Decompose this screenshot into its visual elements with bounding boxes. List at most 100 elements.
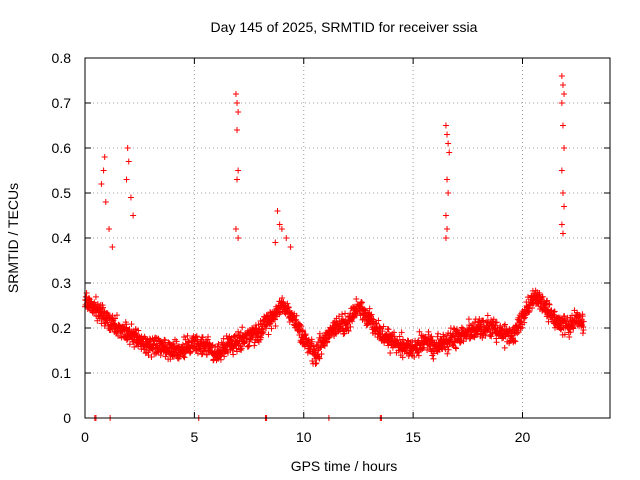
data-point	[561, 331, 568, 338]
y-tick-label: 0.1	[52, 365, 72, 381]
data-point	[217, 356, 224, 363]
y-tick-label: 0	[63, 410, 71, 426]
data-point	[558, 73, 565, 79]
x-tick-label: 5	[190, 429, 198, 445]
x-tick-label: 0	[81, 429, 89, 445]
data-point	[238, 345, 245, 352]
data-point	[324, 338, 331, 345]
data-point	[233, 345, 240, 352]
data-point	[123, 336, 130, 343]
data-point	[396, 333, 403, 340]
data-point	[579, 330, 586, 337]
data-point	[235, 235, 242, 241]
data-point	[258, 334, 265, 341]
data-point	[406, 351, 413, 358]
data-point	[515, 329, 522, 336]
data-point	[544, 297, 551, 304]
data-point	[272, 239, 279, 246]
data-point	[241, 340, 248, 347]
data-point	[452, 344, 459, 351]
data-point	[246, 342, 253, 349]
data-point	[99, 302, 106, 309]
data-point	[446, 149, 453, 156]
data-point	[512, 338, 519, 345]
data-point	[234, 127, 241, 133]
data-point	[377, 324, 384, 331]
data-point	[536, 290, 543, 297]
data-points	[82, 73, 587, 421]
data-point	[150, 338, 157, 345]
data-point	[380, 323, 387, 330]
y-tick-label: 0.7	[52, 95, 72, 111]
data-point	[213, 355, 220, 362]
data-point	[135, 327, 142, 334]
x-axis-label: GPS time / hours	[291, 458, 398, 474]
data-point	[234, 176, 241, 183]
data-point	[235, 328, 242, 335]
data-point	[550, 308, 557, 315]
data-point	[453, 326, 460, 333]
data-point	[471, 334, 478, 341]
data-point	[442, 212, 449, 219]
data-point	[442, 122, 449, 129]
data-point	[526, 308, 533, 315]
data-point	[517, 325, 524, 332]
data-point	[465, 316, 472, 323]
x-tick-label: 15	[405, 429, 421, 445]
data-point	[391, 333, 398, 340]
data-point	[579, 313, 586, 320]
data-point	[559, 122, 566, 129]
data-point	[312, 360, 319, 367]
data-point	[232, 226, 239, 232]
data-point	[546, 301, 553, 308]
data-point	[492, 319, 499, 326]
data-point	[260, 329, 267, 336]
data-point	[194, 350, 201, 357]
data-point	[128, 321, 135, 328]
data-point	[430, 355, 437, 362]
data-point	[192, 333, 199, 340]
data-point	[100, 167, 107, 174]
data-point	[521, 319, 528, 326]
data-point	[466, 335, 473, 342]
data-point	[192, 346, 199, 353]
data-point	[484, 312, 491, 319]
data-point	[113, 312, 120, 319]
data-point	[339, 311, 346, 318]
data-point	[444, 350, 451, 357]
data-point	[161, 336, 168, 343]
data-point	[232, 91, 239, 97]
data-point	[234, 100, 241, 106]
data-point	[197, 347, 204, 354]
grid-lines	[85, 58, 610, 418]
data-point	[276, 221, 283, 228]
data-point	[561, 145, 568, 151]
data-point	[424, 347, 431, 354]
data-point	[350, 314, 357, 321]
data-point	[245, 343, 252, 350]
data-point	[341, 330, 348, 337]
data-point	[366, 305, 373, 312]
data-point	[265, 331, 272, 338]
data-point	[480, 317, 487, 324]
y-tick-label: 0.6	[52, 140, 72, 156]
data-point	[316, 355, 323, 362]
data-point	[209, 342, 216, 349]
data-point	[493, 339, 500, 346]
data-point	[435, 330, 442, 337]
data-point	[106, 226, 113, 232]
data-point	[221, 353, 228, 360]
data-point	[193, 333, 200, 340]
data-point	[274, 208, 281, 214]
data-point	[297, 322, 304, 329]
data-point	[100, 304, 107, 311]
data-point	[152, 334, 159, 341]
data-point	[279, 295, 286, 302]
data-point	[314, 341, 321, 348]
data-point	[146, 340, 153, 347]
data-point	[502, 321, 508, 328]
data-point	[94, 300, 101, 307]
data-point	[559, 230, 566, 237]
y-tick-label: 0.5	[52, 185, 72, 201]
data-point	[344, 324, 351, 331]
